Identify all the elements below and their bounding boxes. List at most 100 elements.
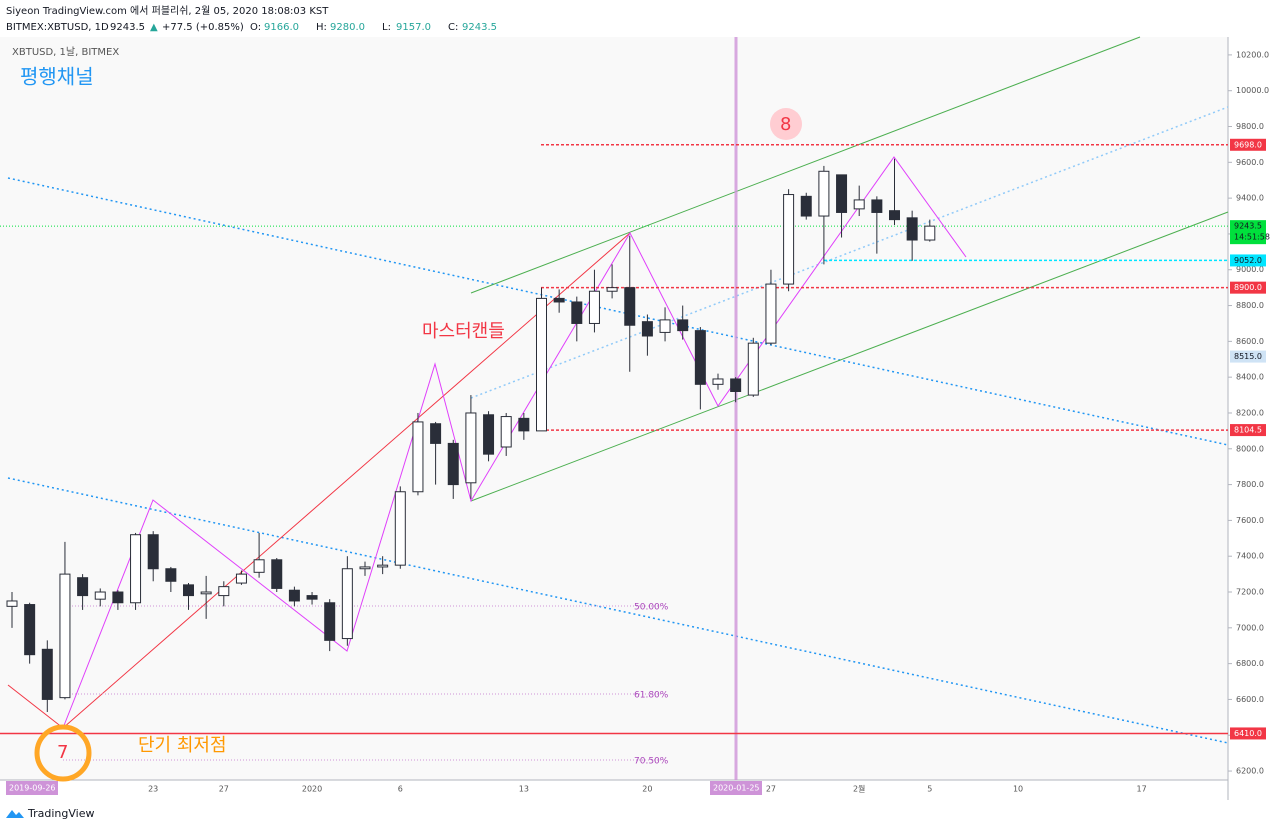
y-tick-label: 9600.0 <box>1236 158 1264 167</box>
candle-body <box>412 421 424 493</box>
ohlc-key: C: <box>448 22 458 33</box>
change: +77.5 (+0.85%) <box>162 22 244 33</box>
candle-body <box>394 491 406 566</box>
price-tag-label: 9698.0 <box>1234 140 1262 149</box>
ohlc-key: H: <box>316 22 327 33</box>
x-tick-label: 17 <box>1137 785 1147 794</box>
subtitle: XBTUSD, 1날, BITMEX <box>12 46 119 58</box>
candle-body <box>447 442 459 486</box>
candle-body <box>130 534 142 604</box>
ohlc-key: L: <box>382 22 391 33</box>
axes: 6200.06400.06600.06800.07000.07200.07400… <box>148 50 1270 793</box>
channel-top <box>470 36 1141 294</box>
x-tick-label: 20 <box>642 785 652 794</box>
trend-line <box>7 177 1229 446</box>
price-tag <box>1230 424 1266 437</box>
x-tick-label: 27 <box>766 785 776 794</box>
y-tick-label: 8000.0 <box>1236 444 1264 453</box>
channel-mid <box>470 106 1229 399</box>
price-tag-label: 9052.0 <box>1234 256 1262 265</box>
candle-body <box>677 319 689 332</box>
price-tag-label: 9243.5 <box>1234 222 1262 231</box>
candle-body <box>712 378 724 385</box>
candle-body <box>906 217 918 241</box>
publisher: Siyeon TradingView.com 에서 퍼블리쉬, 2월 05, 2… <box>6 5 329 17</box>
candle-body <box>730 378 742 392</box>
candle-body <box>218 586 230 597</box>
candle-body <box>606 287 618 292</box>
y-tick-label: 7000.0 <box>1236 623 1264 632</box>
y-tick-label: 9800.0 <box>1236 122 1264 131</box>
brand-logo <box>6 810 24 818</box>
ohlc-value: 9166.0 <box>264 22 299 33</box>
trend-line <box>7 477 1229 744</box>
ohlc: O: 9166.0 H: 9280.0 L: 9157.0 C: 9243.5 <box>250 22 497 33</box>
y-tick-label: 8600.0 <box>1236 337 1264 346</box>
price-tag-label: 8104.5 <box>1234 426 1262 435</box>
candle-body <box>783 194 795 285</box>
candle-body <box>288 589 300 602</box>
candle-body <box>324 602 336 641</box>
candle-body <box>306 595 318 600</box>
wave-circle <box>34 724 92 782</box>
candle-body <box>800 195 812 217</box>
price-tag <box>1230 220 1266 245</box>
ohlc-key: O: <box>250 22 261 33</box>
candle-body <box>889 210 900 221</box>
up-arrow: ▲ <box>150 22 158 33</box>
x-tick-label: 27 <box>219 785 229 794</box>
candle-body <box>465 412 477 484</box>
candle-body <box>377 564 389 568</box>
channel-note: 평행채널 <box>20 65 94 89</box>
y-tick-label: 7200.0 <box>1236 588 1264 597</box>
y-tick-label: 6800.0 <box>1236 659 1264 668</box>
last-price: 9243.5 <box>110 22 145 33</box>
price-tag <box>1230 281 1266 294</box>
y-tick-label: 6600.0 <box>1236 695 1264 704</box>
fib-label: 70.50% <box>634 757 669 767</box>
wave-circle <box>770 108 802 140</box>
candle-body <box>94 591 106 600</box>
wave-label: 7 <box>57 742 68 763</box>
candle-body <box>165 568 177 582</box>
candle-body <box>77 577 89 597</box>
candle-body <box>536 297 547 432</box>
candle-body <box>6 600 18 607</box>
candle-body <box>59 573 71 699</box>
price-tag <box>1230 254 1266 267</box>
candle-body <box>571 301 583 324</box>
ohlc-value: 9280.0 <box>330 22 365 33</box>
y-tick-label: 8200.0 <box>1236 408 1264 417</box>
master-note: 마스터캔들 <box>422 321 505 342</box>
candle-body <box>41 648 53 700</box>
candle-body <box>871 199 883 213</box>
y-tick-label: 10200.0 <box>1236 50 1269 59</box>
candle-body <box>624 287 636 326</box>
candle-body <box>147 534 159 570</box>
y-tick-label: 9000.0 <box>1236 265 1264 274</box>
candle-body <box>836 174 848 213</box>
y-tick-label: 7600.0 <box>1236 516 1264 525</box>
candle-body <box>430 423 442 444</box>
price-tag-label: 8515.0 <box>1234 352 1262 361</box>
candles <box>6 158 936 712</box>
candle-body <box>518 417 530 432</box>
x-tick-label: 5 <box>927 785 932 794</box>
candle-body <box>553 297 565 303</box>
x-tick-label: 10 <box>1013 785 1023 794</box>
fib-label: 61.80% <box>634 691 669 701</box>
candle-body <box>818 170 830 217</box>
price-tag-label: 6410.0 <box>1234 729 1262 738</box>
cursor-tag <box>710 781 762 795</box>
x-tick-label: 2월 <box>853 784 865 794</box>
x-tick-label: 23 <box>148 785 158 794</box>
cursor-label: 2020-01-25 <box>713 784 760 793</box>
y-tick-label: 8400.0 <box>1236 373 1264 382</box>
brand: TradingView <box>27 807 94 820</box>
ohlc-value: 9157.0 <box>396 22 431 33</box>
cursor-label: 2019-09-26 <box>9 784 56 793</box>
candle-body <box>112 591 124 604</box>
candle-body <box>500 416 512 448</box>
candle-body <box>694 330 706 385</box>
x-tick-label: 13 <box>519 785 529 794</box>
